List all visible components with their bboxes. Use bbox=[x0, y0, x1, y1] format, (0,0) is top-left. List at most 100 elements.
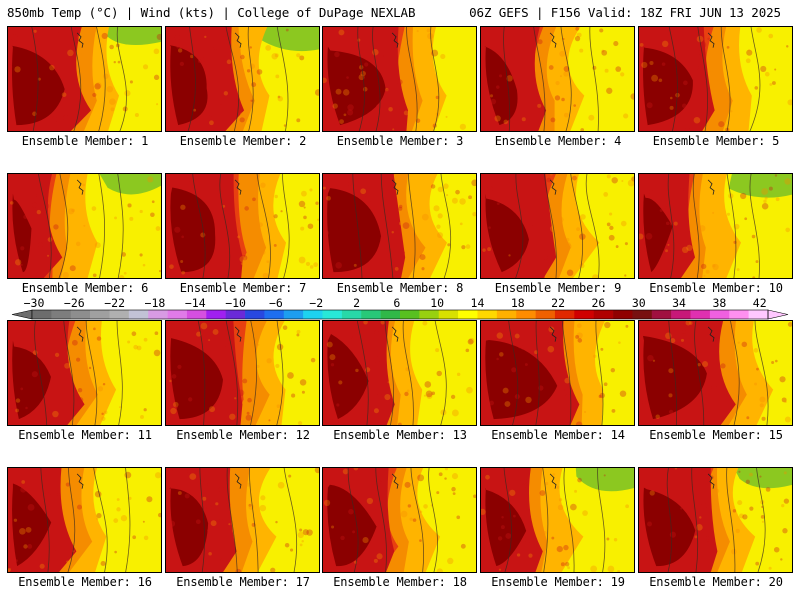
texture-speckle bbox=[630, 93, 634, 100]
texture-speckle bbox=[556, 485, 560, 489]
texture-speckle bbox=[94, 242, 101, 249]
contour-line bbox=[375, 468, 387, 572]
texture-speckle bbox=[520, 345, 526, 350]
texture-speckle bbox=[609, 212, 613, 216]
texture-speckle bbox=[68, 519, 73, 523]
texture-speckle bbox=[119, 406, 122, 409]
texture-speckle bbox=[353, 468, 359, 471]
ensemble-map-panel bbox=[480, 173, 635, 279]
temperature-field-map bbox=[166, 468, 319, 572]
texture-speckle bbox=[530, 514, 537, 520]
texture-speckle bbox=[425, 390, 433, 398]
colorbar-tick-label: 22 bbox=[551, 296, 565, 310]
texture-speckle bbox=[693, 64, 699, 70]
texture-speckle bbox=[451, 197, 458, 204]
texture-speckle bbox=[174, 405, 178, 409]
texture-speckle bbox=[177, 48, 183, 53]
texture-speckle bbox=[599, 28, 604, 33]
texture-speckle bbox=[419, 254, 426, 261]
texture-speckle bbox=[166, 36, 169, 40]
texture-speckle bbox=[228, 523, 231, 526]
texture-speckle bbox=[487, 247, 492, 252]
texture-speckle bbox=[27, 503, 35, 511]
texture-speckle bbox=[224, 251, 232, 258]
texture-speckle bbox=[39, 563, 45, 569]
texture-speckle bbox=[771, 81, 776, 85]
texture-speckle bbox=[237, 235, 240, 239]
texture-speckle bbox=[403, 110, 409, 116]
texture-speckle bbox=[136, 345, 142, 351]
texture-speckle bbox=[689, 321, 693, 325]
texture-speckle bbox=[297, 531, 304, 539]
temp-band-dark-red bbox=[12, 193, 32, 273]
temp-band-dark-red bbox=[643, 46, 693, 126]
texture-speckle bbox=[774, 359, 778, 363]
texture-speckle bbox=[613, 537, 618, 542]
texture-speckle bbox=[95, 82, 102, 89]
texture-speckle bbox=[577, 477, 582, 483]
texture-speckle bbox=[143, 408, 147, 412]
texture-speckle bbox=[576, 323, 582, 329]
temperature-field-map bbox=[481, 27, 634, 131]
texture-speckle bbox=[481, 508, 486, 515]
texture-speckle bbox=[468, 337, 475, 344]
texture-speckle bbox=[737, 500, 743, 506]
texture-speckle bbox=[32, 350, 38, 356]
texture-speckle bbox=[783, 471, 787, 475]
temperature-field-map bbox=[481, 468, 634, 572]
texture-speckle bbox=[91, 206, 97, 211]
texture-speckle bbox=[275, 363, 280, 368]
contour-line bbox=[256, 174, 271, 278]
texture-speckle bbox=[565, 237, 570, 242]
texture-speckle bbox=[761, 188, 769, 195]
colorbar-segment bbox=[690, 310, 711, 319]
texture-speckle bbox=[184, 493, 190, 499]
texture-speckle bbox=[109, 44, 114, 50]
texture-speckle bbox=[760, 65, 767, 72]
texture-speckle bbox=[102, 382, 106, 386]
coastline bbox=[707, 473, 715, 489]
texture-speckle bbox=[452, 492, 456, 496]
texture-speckle bbox=[340, 535, 345, 541]
contour-line bbox=[357, 27, 365, 131]
texture-speckle bbox=[200, 57, 206, 63]
texture-speckle bbox=[299, 379, 307, 386]
texture-speckle bbox=[210, 520, 217, 527]
texture-speckle bbox=[606, 537, 610, 541]
colorbar-segment bbox=[535, 310, 556, 319]
colorbar-segment bbox=[167, 310, 188, 319]
texture-speckle bbox=[153, 48, 160, 55]
texture-speckle bbox=[326, 341, 333, 348]
texture-speckle bbox=[323, 230, 329, 236]
texture-speckle bbox=[121, 252, 126, 257]
coastline bbox=[549, 32, 557, 48]
texture-speckle bbox=[419, 539, 422, 542]
texture-speckle bbox=[275, 74, 280, 79]
texture-speckle bbox=[564, 561, 570, 567]
texture-speckle bbox=[686, 244, 693, 252]
texture-speckle bbox=[681, 329, 687, 335]
temperature-colorbar: −30 −26 −22 −18 −14 −10 −6 −2 2 6 10 14 18 22 26 30 34 38… bbox=[11, 296, 789, 320]
texture-speckle bbox=[600, 347, 604, 351]
colorbar-segment bbox=[128, 310, 149, 319]
texture-speckle bbox=[544, 481, 549, 486]
texture-speckle bbox=[426, 393, 433, 400]
texture-speckle bbox=[274, 194, 278, 199]
texture-speckle bbox=[455, 189, 460, 195]
contour-line bbox=[595, 321, 604, 425]
ensemble-map-panel bbox=[7, 467, 162, 573]
temperature-field-map bbox=[8, 27, 161, 131]
texture-speckle bbox=[331, 418, 339, 425]
texture-speckle bbox=[392, 128, 395, 131]
contour-line bbox=[720, 27, 731, 131]
texture-speckle bbox=[67, 49, 74, 57]
texture-speckle bbox=[764, 71, 770, 77]
colorbar-segment bbox=[206, 310, 226, 319]
temperature-field-map bbox=[8, 174, 161, 278]
texture-speckle bbox=[604, 321, 611, 329]
texture-speckle bbox=[674, 468, 678, 470]
texture-speckle bbox=[140, 414, 144, 419]
texture-speckle bbox=[101, 416, 106, 421]
texture-speckle bbox=[447, 557, 454, 565]
texture-speckle bbox=[376, 393, 383, 400]
